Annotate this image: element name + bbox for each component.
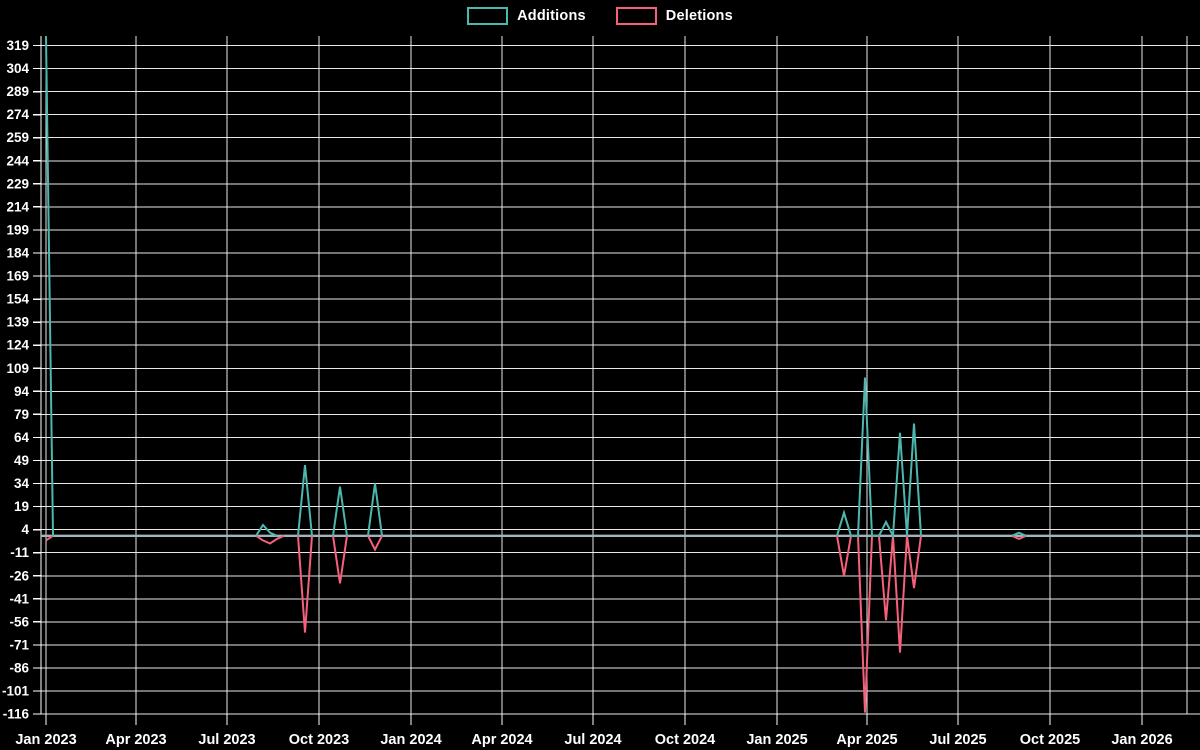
y-tick-label: -101 — [2, 684, 30, 699]
x-tick-label: Oct 2024 — [655, 732, 715, 748]
y-tick-label: -11 — [10, 545, 29, 560]
x-tick-label: Jul 2024 — [564, 732, 621, 748]
legend-label-additions: Additions — [517, 8, 586, 24]
y-tick-label: 4 — [21, 522, 29, 537]
y-tick-label: 124 — [6, 338, 29, 353]
y-tick-label: 289 — [6, 84, 29, 99]
y-tick-label: 214 — [6, 199, 29, 214]
y-tick-label: -26 — [9, 568, 29, 583]
y-tick-label: -86 — [9, 660, 29, 675]
legend-item-additions[interactable]: Additions — [467, 7, 586, 25]
y-tick-label: 79 — [14, 407, 29, 422]
legend-item-deletions[interactable]: Deletions — [615, 7, 733, 25]
y-tick-label: 154 — [6, 292, 29, 307]
x-tick-label: Oct 2023 — [289, 732, 349, 748]
chart-legend: Additions Deletions — [0, 7, 1200, 25]
x-tick-label: Jan 2025 — [746, 732, 807, 748]
y-gridlines — [41, 44, 1200, 715]
x-tick-label: Apr 2023 — [105, 732, 166, 748]
y-axis-labels: 319 304 289 274 259 244 229 214 199 184 169 154 139 1… — [2, 38, 30, 722]
legend-label-deletions: Deletions — [665, 8, 733, 24]
y-tick-label: 49 — [14, 453, 29, 468]
x-gridlines — [45, 36, 1188, 715]
x-tick-label: Jan 2026 — [1111, 732, 1172, 748]
x-tick-label: Jan 2023 — [15, 732, 76, 748]
y-tick-label: 319 — [6, 38, 29, 53]
x-tick-label: Oct 2025 — [1020, 732, 1080, 748]
axes — [33, 36, 1143, 726]
x-tick-label: Apr 2025 — [836, 732, 897, 748]
y-tick-label: -71 — [9, 637, 29, 652]
x-tick-label: Jan 2024 — [380, 732, 441, 748]
y-tick-label: 34 — [14, 476, 30, 491]
x-tick-label: Apr 2024 — [471, 732, 532, 748]
deletions-swatch-icon — [615, 7, 657, 25]
y-tick-label: 184 — [6, 245, 29, 260]
y-tick-label: 19 — [14, 499, 29, 514]
y-tick-label: 274 — [6, 107, 29, 122]
y-tick-label: 244 — [6, 153, 29, 168]
y-tick-label: -56 — [9, 614, 29, 629]
y-tick-label: 169 — [6, 269, 29, 284]
y-tick-label: 199 — [6, 222, 29, 237]
deletions-line — [45, 534, 1027, 713]
y-tick-label: 304 — [6, 61, 29, 76]
y-tick-label: -41 — [9, 591, 29, 606]
y-tick-label: 109 — [6, 361, 29, 376]
additions-swatch-icon — [467, 7, 509, 25]
x-tick-label: Jul 2023 — [198, 732, 255, 748]
y-tick-label: 64 — [14, 430, 30, 445]
y-tick-label: 259 — [6, 130, 29, 145]
x-axis-labels: Jan 2023 Apr 2023 Jul 2023 Oct 2023 Jan 2024… — [15, 732, 1172, 748]
y-tick-label: 139 — [6, 315, 29, 330]
y-tick-label: 94 — [14, 384, 30, 399]
y-tick-label: -116 — [3, 707, 30, 722]
x-tick-label: Jul 2025 — [929, 732, 986, 748]
additions-line — [45, 36, 1027, 540]
y-tick-label: 229 — [6, 176, 29, 191]
